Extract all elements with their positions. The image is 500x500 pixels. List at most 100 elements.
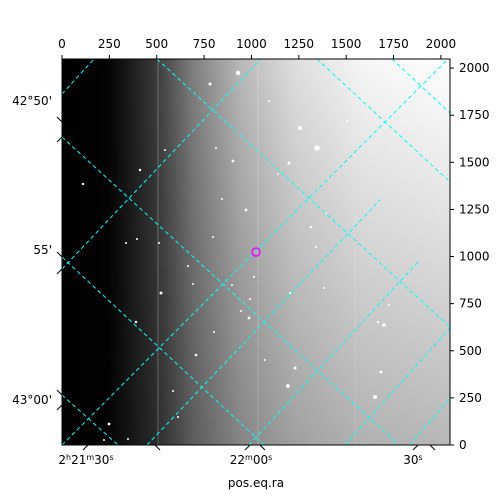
star-39 bbox=[103, 439, 105, 441]
coordinate-grid bbox=[62, 59, 450, 445]
dec-tick-label-0: 42°50' bbox=[12, 94, 52, 108]
star-10 bbox=[244, 208, 248, 212]
star-3 bbox=[314, 145, 320, 151]
top-tick-label-8: 2000 bbox=[426, 37, 457, 51]
right-tick-label-5: 1250 bbox=[459, 202, 490, 216]
x-axis-title: pos.eq.ra bbox=[228, 476, 284, 490]
star-2 bbox=[298, 126, 302, 130]
right-tick-label-2: 500 bbox=[459, 344, 482, 358]
star-11 bbox=[309, 225, 313, 229]
dec-tick-0 bbox=[56, 116, 63, 123]
grid-line-0 bbox=[62, 59, 95, 95]
star-25 bbox=[264, 359, 266, 361]
star-14 bbox=[125, 242, 127, 244]
star-30 bbox=[382, 323, 386, 327]
grid-line-8 bbox=[62, 136, 400, 445]
grid-line-1 bbox=[62, 59, 262, 270]
star-34 bbox=[253, 276, 255, 278]
grid-line-5 bbox=[344, 327, 450, 445]
star-33 bbox=[289, 292, 291, 294]
star-7 bbox=[138, 168, 142, 172]
grid-line-10 bbox=[62, 394, 119, 445]
right-tick-label-0: 0 bbox=[459, 438, 467, 452]
star-35 bbox=[323, 287, 325, 289]
star-19 bbox=[249, 298, 251, 300]
grid-line-11 bbox=[316, 59, 450, 183]
dec-tick-alt-1 bbox=[56, 268, 63, 275]
star-23 bbox=[134, 320, 138, 324]
dec-tick-alt-0 bbox=[56, 136, 63, 143]
star-46 bbox=[221, 198, 223, 200]
right-tick-label-4: 1000 bbox=[459, 250, 490, 264]
star-31 bbox=[376, 320, 380, 324]
target-marker bbox=[251, 247, 261, 257]
star-20 bbox=[240, 310, 242, 312]
right-tick-label-7: 1750 bbox=[459, 108, 490, 122]
star-21 bbox=[247, 316, 251, 320]
grid-line-6 bbox=[409, 397, 450, 445]
grid-line-7 bbox=[156, 59, 450, 328]
top-tick-label-6: 1500 bbox=[331, 37, 362, 51]
right-tick-label-6: 1500 bbox=[459, 155, 490, 169]
star-13 bbox=[136, 238, 138, 240]
ra-tick-2 bbox=[244, 444, 251, 451]
ra-tick-label-1: 22m00s bbox=[230, 453, 273, 468]
right-tick-label-3: 750 bbox=[459, 297, 482, 311]
right-pixel-axis: 0 250 500 750 1000 1250 1500 1750 2000 bbox=[450, 61, 490, 452]
star-26 bbox=[293, 366, 297, 370]
dec-tick-alt-2 bbox=[56, 404, 63, 411]
star-0 bbox=[235, 70, 241, 76]
star-1 bbox=[208, 82, 212, 86]
ra-tick-5 bbox=[429, 444, 436, 451]
top-tick-label-3: 750 bbox=[193, 37, 216, 51]
ra-tick-label-2: 30s bbox=[403, 453, 422, 468]
ra-tick-1 bbox=[154, 444, 161, 451]
grid-line-12 bbox=[391, 59, 450, 114]
star-6 bbox=[215, 147, 217, 149]
dec-tick-label-1: 55' bbox=[33, 243, 52, 257]
grid-line-3 bbox=[146, 199, 381, 445]
ra-axis: 2h21m30s 22m00s 30s bbox=[58, 444, 436, 468]
ra-tick-label-0: 2h21m30s bbox=[58, 453, 113, 468]
top-tick-label-0: 0 bbox=[58, 37, 66, 51]
top-tick-label-1: 250 bbox=[98, 37, 121, 51]
dec-tick-2 bbox=[56, 389, 63, 396]
top-tick-label-4: 1000 bbox=[236, 37, 267, 51]
star-29 bbox=[373, 395, 377, 399]
right-tick-label-1: 250 bbox=[459, 391, 482, 405]
top-tick-label-2: 500 bbox=[145, 37, 168, 51]
star-47 bbox=[177, 416, 179, 418]
dec-tick-label-2: 43°00' bbox=[12, 393, 52, 407]
star-18 bbox=[231, 284, 233, 286]
right-tick-label-8: 2000 bbox=[459, 61, 490, 75]
star-38 bbox=[127, 438, 129, 440]
plot-frame bbox=[61, 58, 451, 446]
star-27 bbox=[286, 384, 290, 388]
star-42 bbox=[268, 100, 270, 102]
ra-tick-0 bbox=[82, 444, 89, 451]
star-15 bbox=[158, 242, 160, 244]
star-24 bbox=[194, 353, 198, 357]
dec-tick-1 bbox=[56, 251, 63, 258]
star-28 bbox=[379, 370, 383, 374]
star-40 bbox=[187, 265, 189, 267]
star-8 bbox=[81, 182, 85, 186]
top-tick-label-5: 1250 bbox=[284, 37, 315, 51]
star-43 bbox=[346, 120, 348, 122]
top-tick-label-7: 1750 bbox=[378, 37, 409, 51]
grid-line-9 bbox=[62, 256, 265, 445]
star-22 bbox=[159, 291, 163, 295]
dec-axis: 42°50' 55' 43°00' bbox=[12, 94, 63, 411]
ra-tick-3 bbox=[259, 444, 266, 451]
star-field bbox=[81, 59, 390, 445]
star-41 bbox=[213, 331, 215, 333]
star-44 bbox=[277, 173, 279, 175]
star-17 bbox=[192, 283, 194, 285]
star-4 bbox=[231, 159, 235, 163]
star-32 bbox=[388, 304, 390, 306]
star-37 bbox=[107, 422, 111, 426]
top-pixel-axis: 0 250 500 750 1000 1250 1500 1750 2000 bbox=[58, 37, 456, 59]
star-5 bbox=[287, 161, 291, 165]
star-45 bbox=[315, 246, 317, 248]
